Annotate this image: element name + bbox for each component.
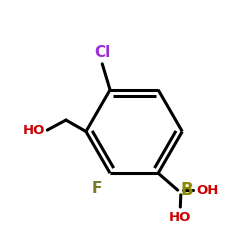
Text: HO: HO (169, 211, 192, 224)
Text: OH: OH (196, 184, 218, 196)
Text: Cl: Cl (94, 45, 110, 60)
Text: B: B (180, 181, 193, 199)
Text: F: F (92, 181, 102, 196)
Text: HO: HO (22, 124, 45, 136)
